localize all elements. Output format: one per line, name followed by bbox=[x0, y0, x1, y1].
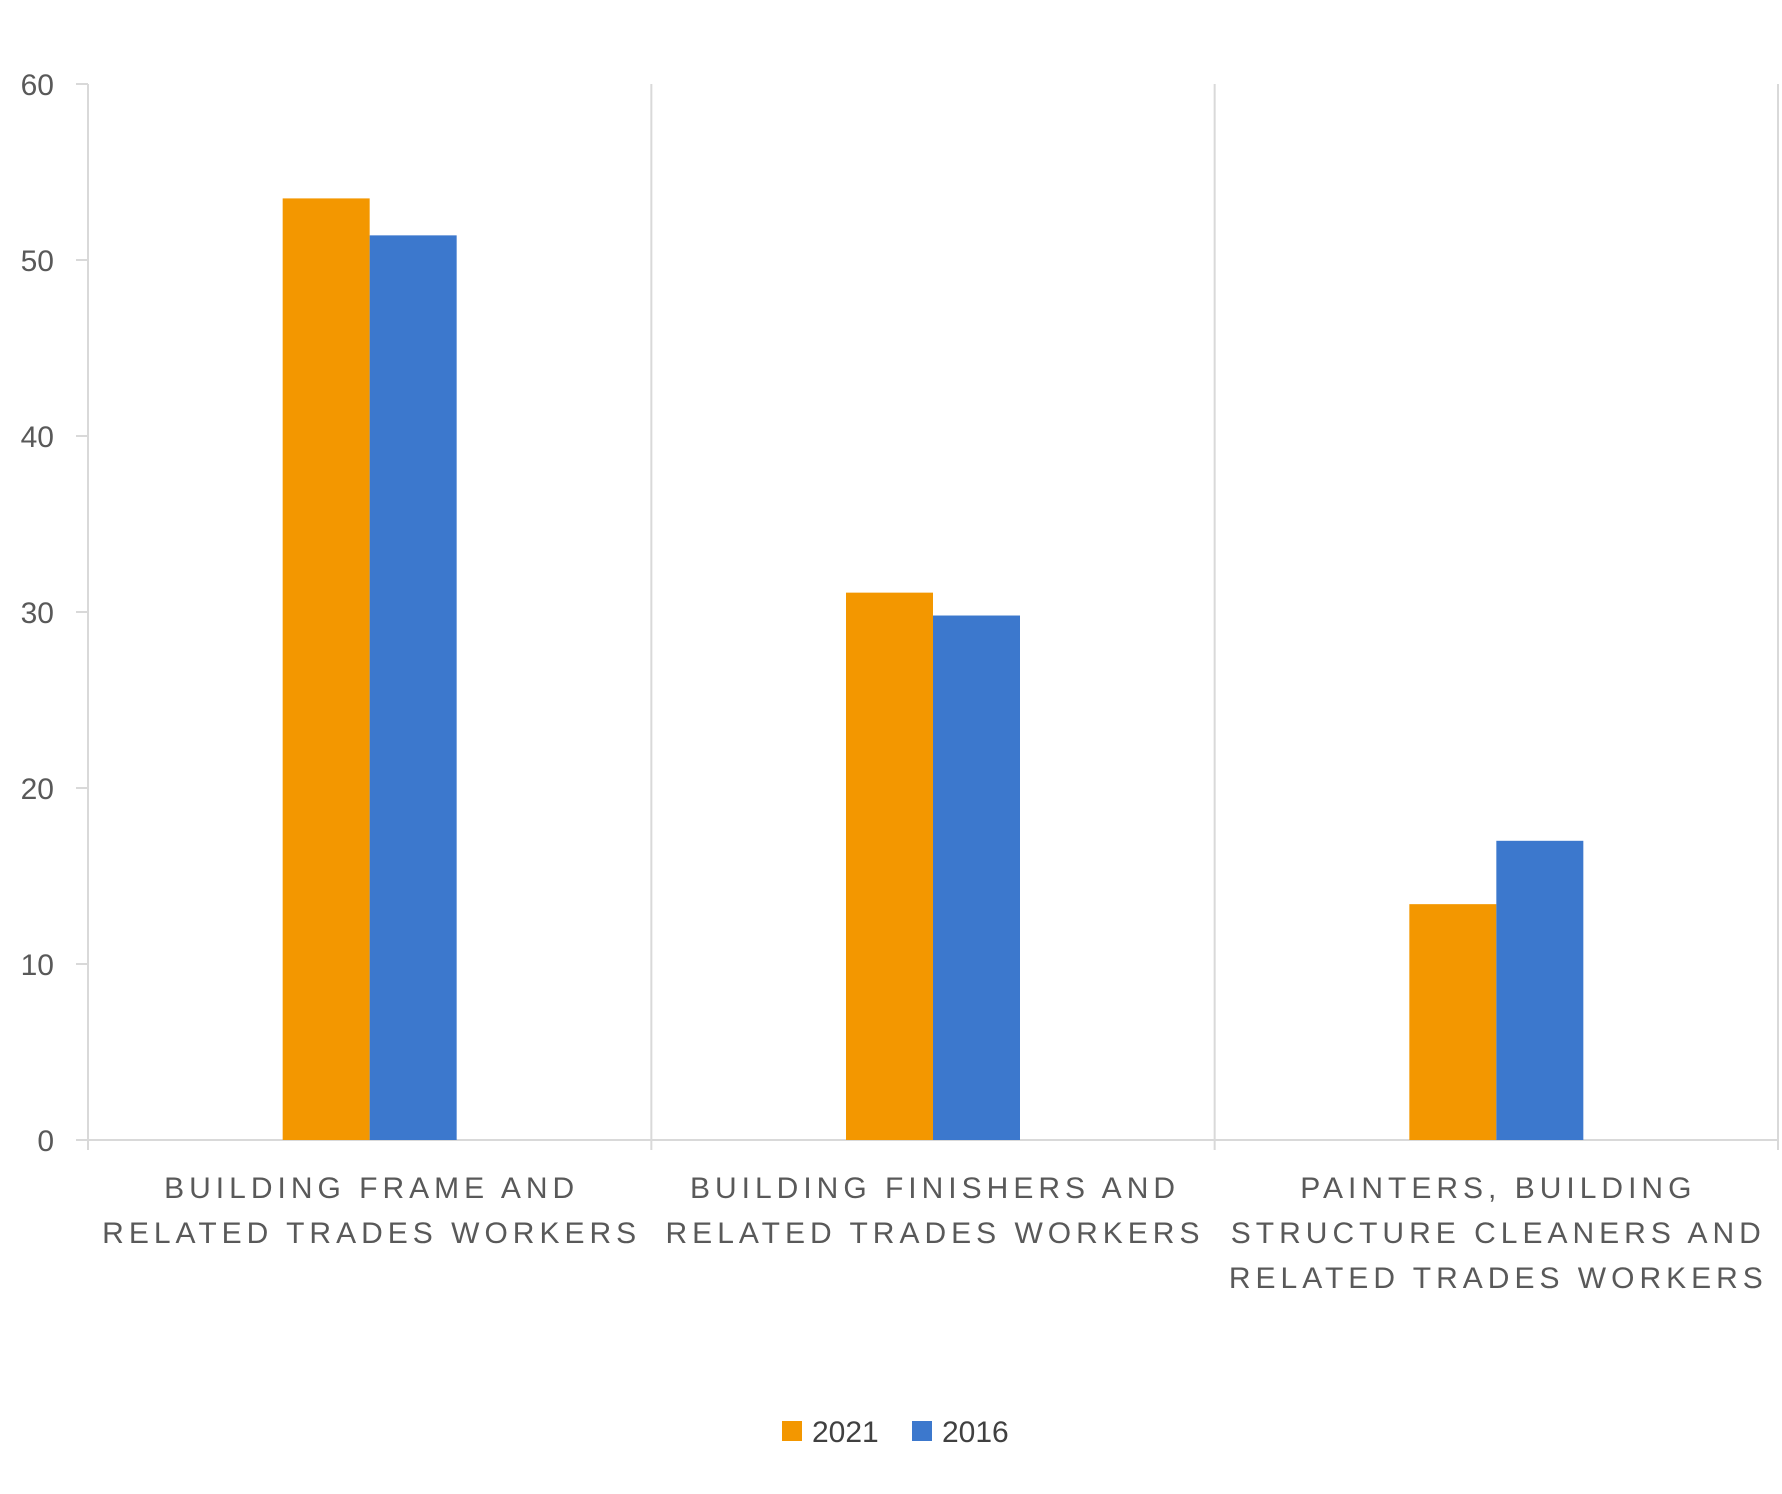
y-tick-label: 40 bbox=[21, 421, 54, 454]
legend: 2021 2016 bbox=[782, 1416, 1009, 1449]
y-tick-label: 60 bbox=[21, 69, 54, 102]
bar-2021-1 bbox=[282, 198, 370, 1140]
y-tick-label: 0 bbox=[37, 1125, 54, 1158]
y-tick-label: 10 bbox=[21, 949, 54, 982]
x-category-label: BUILDING FINISHERS AND bbox=[690, 1172, 1180, 1205]
legend-label-2021: 2021 bbox=[812, 1416, 879, 1449]
bar-2016-1 bbox=[369, 235, 457, 1141]
legend-label-2016: 2016 bbox=[942, 1416, 1009, 1449]
x-category-label: RELATED TRADES WORKERS bbox=[102, 1217, 641, 1250]
bar-2016-2 bbox=[933, 615, 1020, 1140]
bars-layer bbox=[282, 198, 1584, 1141]
y-tick-label: 50 bbox=[21, 245, 54, 278]
x-category-label: BUILDING FRAME AND bbox=[164, 1172, 579, 1205]
x-category-label: STRUCTURE CLEANERS AND bbox=[1231, 1217, 1766, 1250]
x-category-label: RELATED TRADES WORKERS bbox=[1229, 1262, 1768, 1295]
labels-layer: BUILDING FRAME AND RELATED TRADES WORKERS… bbox=[102, 1172, 1768, 1295]
bar-2016-3 bbox=[1496, 840, 1584, 1140]
grid-layer bbox=[87, 84, 1779, 1150]
x-category-label: PAINTERS, BUILDING bbox=[1300, 1172, 1696, 1205]
y-tick-label: 30 bbox=[21, 597, 54, 630]
legend-swatch-2016 bbox=[912, 1421, 932, 1441]
legend-swatch-2021 bbox=[782, 1421, 802, 1441]
bar-2021-2 bbox=[846, 592, 933, 1140]
x-category-label: RELATED TRADES WORKERS bbox=[666, 1217, 1205, 1250]
y-tick-label: 20 bbox=[21, 773, 54, 806]
bar-2021-3 bbox=[1409, 904, 1497, 1140]
